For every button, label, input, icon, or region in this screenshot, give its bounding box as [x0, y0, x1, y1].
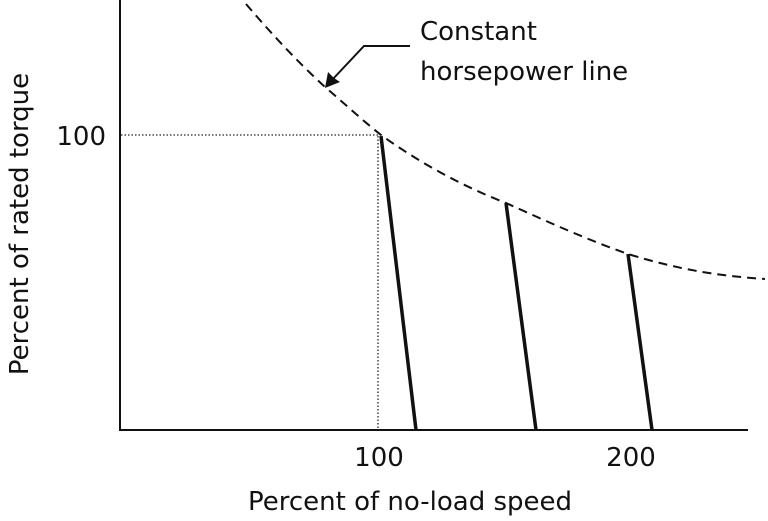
y-axis-title: Percent of rated torque [5, 73, 35, 375]
constant-horsepower-curve [245, 3, 766, 280]
y-tick-100: 100 [56, 122, 106, 152]
speed-torque-curve-3 [626, 253, 654, 431]
annotation-line-1: Constant [420, 17, 537, 47]
annotation-line-2: horsepower line [420, 57, 628, 87]
speed-torque-curve-2 [504, 202, 538, 431]
speed-torque-curve-1 [379, 135, 418, 431]
annotation-leader-line [331, 45, 410, 81]
x-tick-200: 200 [606, 443, 656, 473]
x-axis-title: Percent of no-load speed [248, 487, 572, 517]
annotation-arrowhead-icon [325, 72, 340, 88]
x-tick-100: 100 [354, 443, 404, 473]
